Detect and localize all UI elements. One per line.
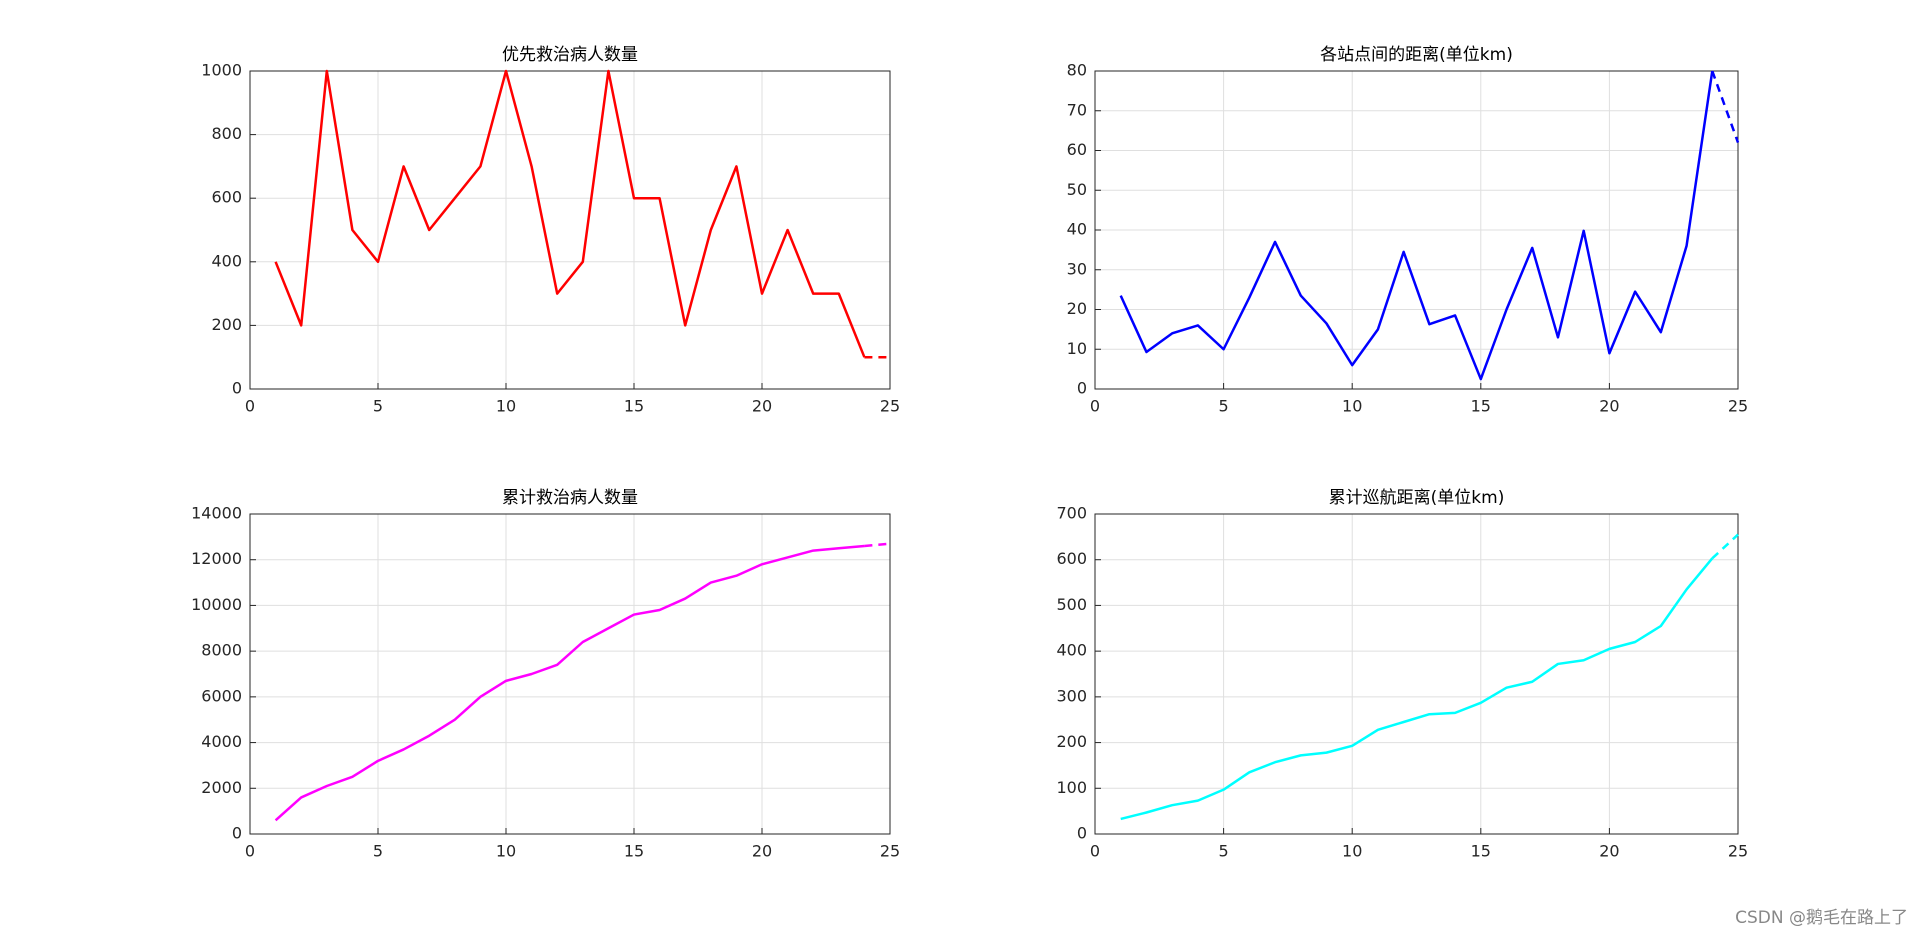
y-tick-label: 14000 [191,504,242,523]
x-tick-label: 25 [1728,397,1748,416]
line-dashed-segment [864,542,891,548]
y-tick-label: 600 [1056,549,1087,568]
x-tick-label: 10 [1342,397,1362,416]
line [274,544,865,822]
axes-box [249,70,891,390]
x-tick-label: 5 [1219,842,1229,861]
line [274,69,866,358]
x-tick-label: 10 [496,397,516,416]
x-tick-label: 0 [1090,397,1100,416]
y-tick-label: 6000 [201,686,242,705]
y-tick-label: 0 [1077,379,1087,398]
y-tick-label: 600 [211,188,242,207]
axes-box [249,513,891,835]
line [1120,557,1714,821]
y-tick-label: 800 [211,124,242,143]
y-tick-label: 400 [211,251,242,270]
chart-title: 累计巡航距离(单位km) [1329,488,1505,508]
y-tick-label: 4000 [201,732,242,751]
x-tick-label: 10 [1342,842,1362,861]
chart-title: 各站点间的距离(单位km) [1320,45,1513,65]
x-tick-label: 20 [752,397,772,416]
y-tick-label: 30 [1067,259,1087,278]
x-tick-label: 25 [880,842,900,861]
x-tick-label: 20 [1599,397,1619,416]
y-tick-label: 0 [1077,824,1087,843]
chart-title: 优先救治病人数量 [502,45,638,65]
y-tick-label: 50 [1067,180,1087,199]
x-tick-label: 0 [1090,842,1100,861]
y-tick-label: 8000 [201,641,242,660]
x-tick-label: 15 [624,397,644,416]
y-tick-label: 500 [1056,595,1087,614]
line-dashed-segment [1711,70,1740,143]
y-tick-label: 100 [1056,778,1087,797]
y-tick-label: 200 [1056,732,1087,751]
x-tick-label: 15 [624,842,644,861]
y-tick-label: 400 [1056,641,1087,660]
watermark: CSDN @鹅毛在路上了 [1735,908,1908,928]
y-tick-label: 12000 [191,549,242,568]
line [1119,70,1714,381]
y-tick-label: 10000 [191,595,242,614]
y-tick-label: 0 [232,379,242,398]
chart-title: 累计救治病人数量 [502,488,638,508]
y-tick-label: 20 [1067,299,1087,318]
x-tick-label: 5 [373,842,383,861]
x-tick-label: 5 [373,397,383,416]
x-tick-label: 20 [1599,842,1619,861]
y-tick-label: 200 [211,315,242,334]
plot-area [250,514,890,834]
x-tick-label: 10 [496,842,516,861]
x-tick-label: 0 [245,397,255,416]
y-tick-label: 10 [1067,339,1087,358]
y-tick-label: 80 [1067,61,1087,80]
plot-area [250,71,890,389]
y-tick-label: 60 [1067,140,1087,159]
x-tick-label: 0 [245,842,255,861]
line-dashed-segment [1711,533,1739,560]
plot-area [1095,514,1738,834]
x-tick-label: 25 [1728,842,1748,861]
y-tick-label: 700 [1056,504,1087,523]
x-tick-label: 5 [1219,397,1229,416]
axes-box [1094,70,1739,390]
y-tick-label: 300 [1056,686,1087,705]
axes-box [1094,513,1739,835]
x-tick-label: 15 [1471,842,1491,861]
y-tick-label: 40 [1067,220,1087,239]
x-tick-label: 25 [880,397,900,416]
y-tick-label: 2000 [201,778,242,797]
x-tick-label: 15 [1471,397,1491,416]
x-tick-label: 20 [752,842,772,861]
y-tick-label: 0 [232,824,242,843]
y-tick-label: 70 [1067,100,1087,119]
y-tick-label: 1000 [201,61,242,80]
